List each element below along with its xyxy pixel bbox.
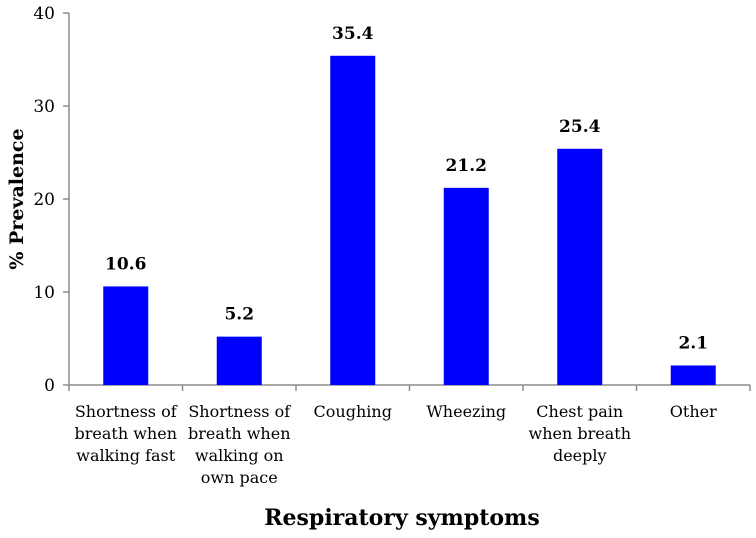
bar <box>330 55 376 385</box>
data-labels: 10.6 5.2 35.4 21.2 25.4 2.1 <box>105 24 708 354</box>
x-axis-title: Respiratory symptoms <box>264 505 539 531</box>
category-label: Chest pain when breath deeply <box>529 402 632 465</box>
y-tick-label: 40 <box>33 4 55 24</box>
data-label: 5.2 <box>224 305 254 325</box>
x-axis <box>68 384 751 391</box>
category-labels: Shortness of breath when walking fastShort… <box>75 402 718 487</box>
data-label: 21.2 <box>446 156 487 176</box>
category-label: Shortness of breath when walking on own pac… <box>188 402 291 487</box>
bars <box>103 55 716 385</box>
y-tick-label: 20 <box>33 190 55 210</box>
y-axis: 0 10 20 30 40 <box>33 4 70 396</box>
category-label: Shortness of breath when walking fast <box>75 402 178 465</box>
bar <box>557 148 603 385</box>
category-label: Wheezing <box>426 402 506 421</box>
data-label: 35.4 <box>332 24 374 44</box>
category-label: Coughing <box>314 402 392 421</box>
bar <box>103 286 149 385</box>
bar <box>216 336 262 385</box>
y-tick-label: 10 <box>33 283 55 303</box>
data-label: 25.4 <box>559 117 601 137</box>
category-label: Other <box>670 402 717 421</box>
y-axis-title: % Prevalence <box>6 128 28 269</box>
data-label: 2.1 <box>678 333 708 353</box>
y-tick-label: 0 <box>44 376 55 396</box>
y-tick-label: 30 <box>33 97 55 117</box>
bar <box>443 187 489 385</box>
data-label: 10.6 <box>105 254 146 274</box>
bar <box>670 365 716 385</box>
